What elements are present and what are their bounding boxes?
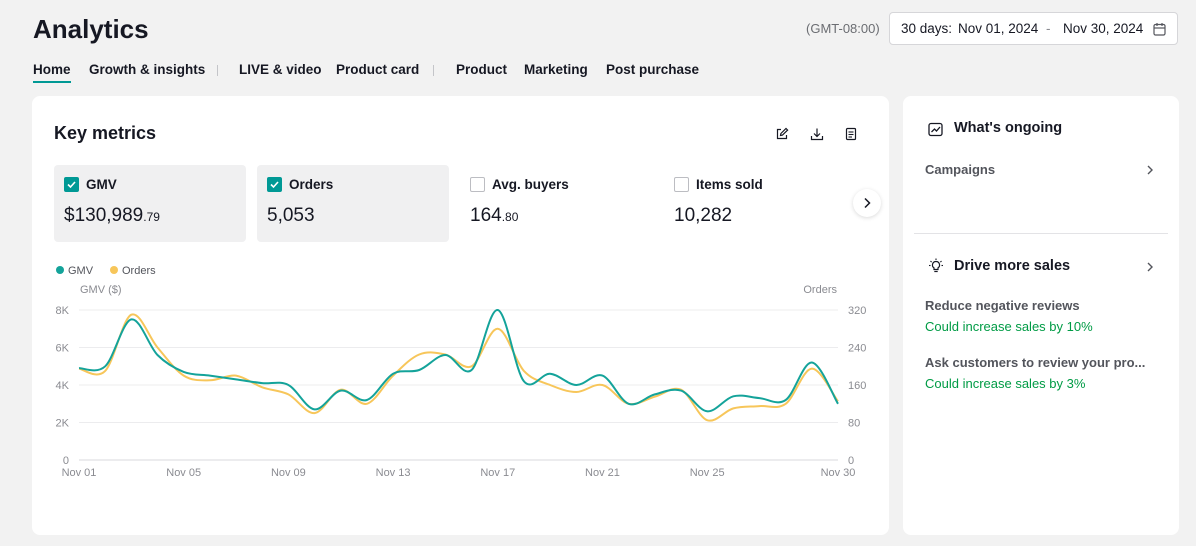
y-left-axis-title: GMV ($) [80, 284, 122, 296]
items-sold-checkbox[interactable] [674, 177, 689, 192]
chevron-right-icon [864, 197, 871, 209]
document-icon[interactable] [844, 127, 858, 141]
insights-sidebar: What's ongoing Campaigns Drive more sale… [903, 96, 1179, 535]
date-range-label: 30 days: [901, 21, 953, 36]
y-right-tick-label: 80 [848, 418, 860, 430]
y-left-tick-label: 0 [63, 455, 69, 467]
tab-separator [433, 65, 434, 76]
tab-product[interactable]: Product [456, 62, 508, 77]
x-tick-label: Nov 25 [690, 467, 725, 479]
campaigns-link[interactable]: Campaigns [925, 162, 996, 177]
tab-home[interactable]: Home [33, 62, 71, 83]
series-line-orders [78, 313, 839, 422]
x-tick-label: Nov 17 [480, 467, 515, 479]
x-tick-label: Nov 01 [62, 467, 97, 479]
drive-more-sales-title[interactable]: Drive more sales [954, 258, 1071, 274]
date-range-end[interactable]: Nov 30, 2024 [1063, 21, 1144, 36]
tip-reduce-negative-reviews[interactable]: Reduce negative reviews [925, 298, 1080, 313]
items-sold-value-main: 10,282 [674, 205, 733, 226]
series-line-gmv [78, 309, 839, 413]
x-tick-label: Nov 05 [166, 467, 201, 479]
page-title: Analytics [33, 14, 149, 44]
page-header: Analytics (GMT-08:00) 30 days: Nov 01, 2… [0, 0, 1196, 92]
legend-label-orders: Orders [122, 265, 156, 277]
orders-label: Orders [289, 177, 334, 192]
x-tick-label: Nov 09 [271, 467, 306, 479]
x-tick-label: Nov 21 [585, 467, 620, 479]
legend-dot-orders [110, 266, 118, 274]
y-left-tick-label: 8K [56, 305, 70, 317]
tip-ask-for-reviews[interactable]: Ask customers to review your pro... [925, 355, 1146, 370]
whats-ongoing-title: What's ongoing [954, 120, 1063, 136]
gmv-value-decimal: .79 [143, 210, 160, 224]
orders-checkbox[interactable] [267, 177, 282, 192]
legend-item-gmv[interactable]: GMV [56, 265, 93, 277]
items-sold-label: Items sold [696, 177, 763, 192]
y-left-tick-label: 6K [56, 343, 70, 355]
legend-dot-gmv [56, 266, 64, 274]
gmv-value-main: $130,989 [64, 205, 144, 226]
legend-label-gmv: GMV [68, 265, 94, 277]
avg-buyers-label: Avg. buyers [492, 177, 569, 192]
tab-product-card[interactable]: Product card [336, 62, 420, 77]
key-metrics-title: Key metrics [54, 123, 157, 143]
metric-gmv[interactable]: GMV $130,989.79 [54, 165, 246, 242]
y-right-tick-label: 320 [848, 305, 866, 317]
section-divider [914, 233, 1168, 234]
metric-items-sold[interactable]: Items sold 10,282 [664, 165, 856, 242]
metric-orders[interactable]: Orders 5,053 [257, 165, 449, 242]
timezone-label: (GMT-08:00) [806, 21, 880, 36]
y-right-tick-label: 240 [848, 343, 866, 355]
trend-chart-icon [928, 122, 943, 137]
x-tick-label: Nov 30 [821, 467, 856, 479]
tab-post-purchase[interactable]: Post purchase [606, 62, 700, 77]
legend-item-orders[interactable]: Orders [110, 265, 156, 277]
y-right-axis-title: Orders [803, 284, 837, 296]
chevron-right-icon[interactable] [1146, 164, 1154, 176]
tip-impact: Could increase sales by 10% [925, 319, 1093, 334]
date-range-separator: - [1046, 21, 1051, 36]
tab-separator [217, 65, 218, 76]
gmv-orders-line-chart: 0 2K 4K 6K 8K 0 80 160 240 320 GMV ($) Orders Nov 01… [56, 284, 867, 479]
gmv-value: $130,989.79 [64, 205, 160, 227]
calendar-icon[interactable] [1153, 22, 1166, 36]
avg-buyers-value-decimal: .80 [501, 210, 519, 224]
x-tick-label: Nov 13 [376, 467, 411, 479]
orders-value: 5,053 [267, 205, 315, 227]
avg-buyers-value-main: 164 [470, 205, 502, 226]
y-left-tick-label: 4K [56, 380, 70, 392]
y-right-tick-label: 0 [848, 455, 854, 467]
y-right-tick-label: 160 [848, 380, 866, 392]
gmv-label: GMV [86, 177, 117, 192]
tab-marketing[interactable]: Marketing [524, 62, 588, 77]
key-metrics-card: Key metrics GMV $130,989.79 Orders 5,053… [32, 96, 889, 535]
y-left-tick-label: 2K [56, 418, 70, 430]
tip-impact: Could increase sales by 3% [925, 376, 1086, 391]
check-icon [270, 181, 279, 189]
edit-icon[interactable] [775, 127, 789, 141]
check-icon [67, 181, 76, 189]
download-icon[interactable] [810, 127, 824, 141]
avg-buyers-value: 164.80 [470, 205, 518, 227]
avg-buyers-checkbox[interactable] [470, 177, 485, 192]
tab-live-video[interactable]: LIVE & video [239, 62, 322, 77]
metric-avg-buyers[interactable]: Avg. buyers 164.80 [460, 165, 652, 242]
tab-growth-insights[interactable]: Growth & insights [89, 62, 206, 77]
orders-value-main: 5,053 [267, 205, 315, 226]
items-sold-value: 10,282 [674, 205, 732, 227]
date-range-picker[interactable]: 30 days: Nov 01, 2024 - Nov 30, 2024 [889, 12, 1178, 45]
lightbulb-icon [929, 258, 943, 273]
gmv-checkbox[interactable] [64, 177, 79, 192]
metrics-next-button[interactable] [853, 189, 881, 217]
date-range-start[interactable]: Nov 01, 2024 [958, 21, 1039, 36]
chevron-right-icon[interactable] [1146, 261, 1154, 273]
